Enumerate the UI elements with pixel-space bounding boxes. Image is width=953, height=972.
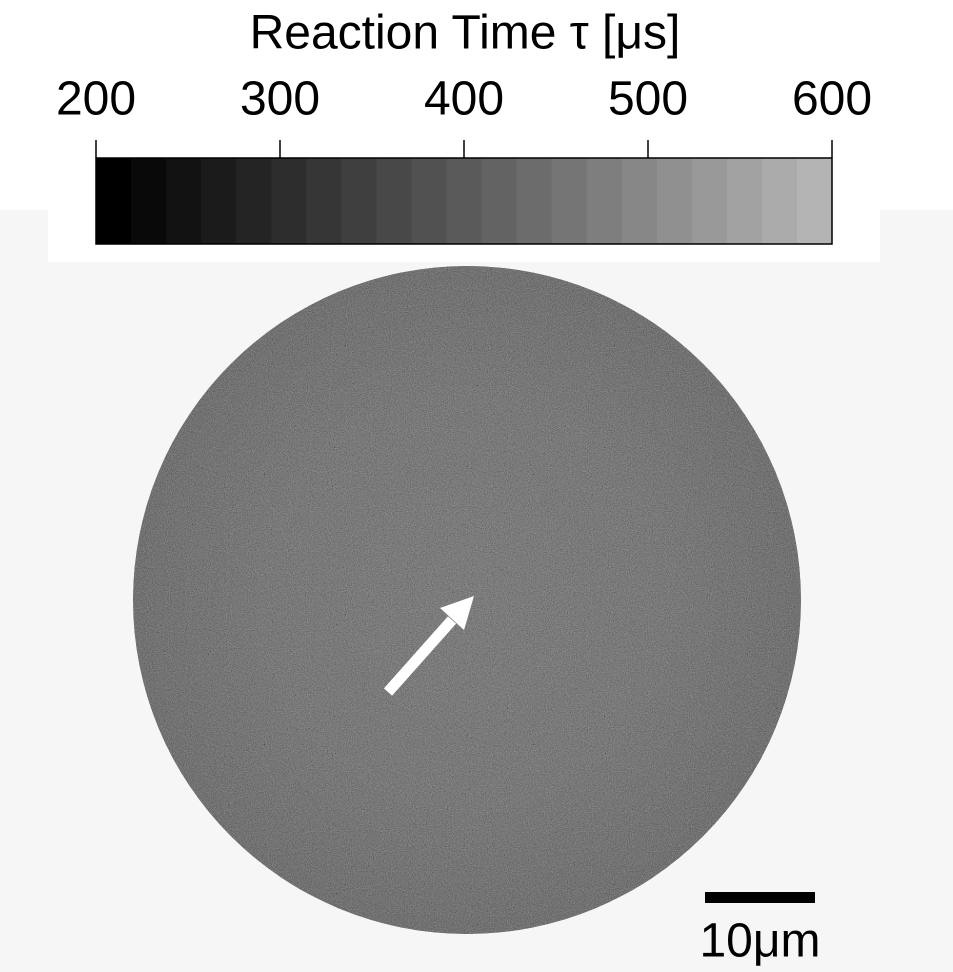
colorbar-step [166,158,202,244]
colorbar-step [586,158,623,244]
scale-bar-label: 10μm [699,915,820,968]
colorbar-step [621,158,658,244]
colorbar-tick-label: 300 [240,73,320,126]
colorbar-step [551,158,588,244]
arrow [383,596,474,696]
colorbar-step [691,158,728,244]
colorbar-step [131,158,167,244]
colorbar: 200 300 400 500 600 [56,73,872,245]
colorbar-step [201,158,237,244]
colorbar-step [96,158,132,244]
colorbar-step [306,158,342,244]
colorbar-title: Reaction Time τ [μs] [250,7,681,60]
scale-bar [705,892,815,903]
colorbar-step [411,158,447,244]
colorbar-step [656,158,693,244]
colorbar-tick-label: 600 [792,73,872,126]
colorbar-step [341,158,377,244]
arrow-shaft [383,616,457,696]
colorbar-step [726,158,763,244]
colorbar-step [761,158,798,244]
colorbar-step [516,158,553,244]
colorbar-step [376,158,412,244]
colorbar-tick-label: 500 [608,73,688,126]
colorbar-step [236,158,272,244]
colorbar-step [796,158,833,244]
colorbar-step [446,158,483,244]
colorbar-step [271,158,307,244]
colorbar-tick-label: 400 [424,73,504,126]
colorbar-tick-label: 200 [56,73,136,126]
colorbar-step [481,158,518,244]
arrow-head [440,596,474,630]
